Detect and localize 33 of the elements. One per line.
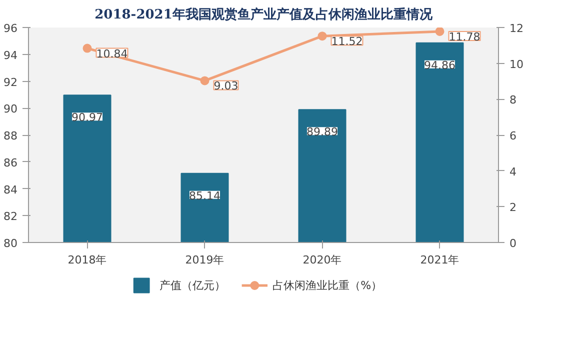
x-tick-label: 2018年 <box>68 254 107 266</box>
y2-tick-label: 8 <box>510 94 516 107</box>
y-tick-label: 90 <box>4 102 18 116</box>
y2-tick-label: 2 <box>510 201 516 214</box>
y-tick-label: 82 <box>4 210 18 224</box>
point <box>200 76 210 86</box>
data-label: 9.03 <box>214 80 238 93</box>
y-tick-label: 80 <box>4 237 18 250</box>
data-label: 94.86 <box>424 58 456 72</box>
point <box>435 28 444 36</box>
data-label: 85.14 <box>189 189 221 202</box>
legend-label: 产值（亿元） <box>160 279 226 292</box>
data-label: 11.52 <box>331 35 363 48</box>
legend-label: 占休闲渔业比重（%） <box>272 279 382 292</box>
y-tick-label: 88 <box>4 130 18 142</box>
chart-title: 2018-2021年我国观赏鱼产业产值及占休闲渔业比重情况 <box>94 6 434 22</box>
point <box>318 32 327 41</box>
data-label: 11.78 <box>448 30 480 44</box>
y-tick-label: 92 <box>4 76 18 89</box>
y-tick-label: 96 <box>4 22 18 35</box>
y-tick-label: 94 <box>4 48 18 62</box>
point <box>82 44 92 53</box>
y2-tick-label: 10 <box>510 58 524 71</box>
y-tick-label: 84 <box>4 183 18 196</box>
x-tick-label: 2021年 <box>420 254 460 266</box>
x-tick-label: 2020年 <box>302 254 342 266</box>
y-tick-label: 86 <box>4 156 18 170</box>
y2-tick-label: 6 <box>510 130 516 142</box>
y2-tick-label: 0 <box>510 237 516 250</box>
y2-tick-label: 4 <box>510 165 516 178</box>
x-tick-label: 2019年 <box>185 254 224 266</box>
y2-tick-label: 12 <box>510 22 524 35</box>
data-label: 10.84 <box>96 47 128 60</box>
